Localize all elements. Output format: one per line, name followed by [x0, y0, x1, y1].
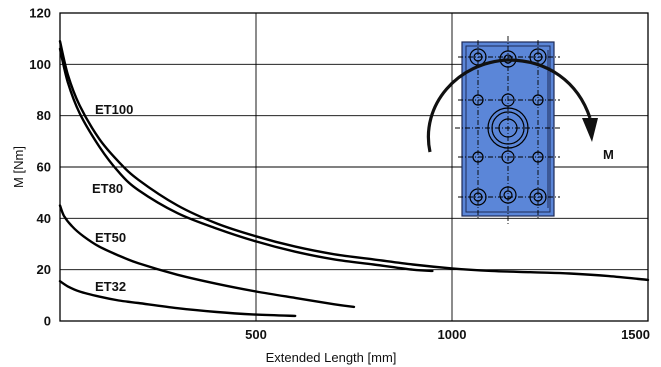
series-label-et80: ET80 — [92, 181, 123, 196]
series-label-et100: ET100 — [95, 102, 133, 117]
series-line-et32 — [58, 280, 297, 318]
x-axis-title: Extended Length [mm] — [266, 350, 397, 365]
series-line-et50 — [58, 204, 356, 309]
moment-arrow-icon — [426, 58, 598, 153]
x-tick-label-1000: 1000 — [438, 327, 467, 342]
y-tick-labels: 0 20 40 60 80 100 120 — [29, 6, 51, 329]
series-line-et100 — [58, 40, 650, 282]
y-tick-label-60: 60 — [37, 160, 51, 175]
y-tick-label-0: 0 — [44, 314, 51, 329]
x-tick-labels: 500 1000 1500 — [245, 327, 650, 342]
series-line-et80 — [58, 47, 434, 273]
series-label-et50: ET50 — [95, 230, 126, 245]
flange-plate-icon — [455, 36, 562, 224]
moment-label: M — [603, 147, 614, 162]
y-axis-title: M [Nm] — [11, 146, 26, 188]
y-tick-label-120: 120 — [29, 6, 51, 21]
x-tick-label-500: 500 — [245, 327, 267, 342]
y-tick-label-40: 40 — [37, 211, 51, 226]
series-lines — [58, 40, 650, 318]
series-label-et32: ET32 — [95, 279, 126, 294]
x-tick-label-1500: 1500 — [621, 327, 650, 342]
y-tick-label-100: 100 — [29, 57, 51, 72]
y-tick-label-20: 20 — [37, 262, 51, 277]
y-tick-label-80: 80 — [37, 108, 51, 123]
